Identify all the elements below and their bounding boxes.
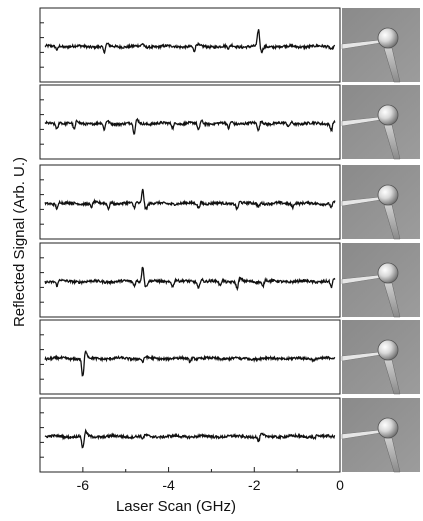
panel-5 — [39, 319, 341, 395]
panel-1 — [39, 7, 341, 83]
signal-trace-4 — [44, 266, 336, 292]
microsphere — [377, 27, 399, 49]
x-tick-label: -4 — [162, 477, 175, 493]
microsphere — [377, 262, 399, 284]
x-tick-label: -6 — [77, 477, 90, 493]
microsphere — [377, 339, 399, 361]
signal-trace-2 — [44, 117, 336, 135]
microsphere — [377, 417, 399, 439]
panel-frame — [39, 319, 341, 395]
plot-panels — [39, 7, 341, 473]
microscope-image-6 — [341, 398, 420, 473]
microscope-image-5 — [341, 320, 420, 395]
panel-4 — [39, 242, 341, 318]
microscope-image-3 — [341, 165, 420, 240]
signal-trace-1 — [44, 29, 336, 55]
signal-trace-5 — [44, 350, 336, 377]
microscope-image-2 — [341, 85, 420, 160]
signal-trace-6 — [44, 428, 336, 449]
microscope-images — [341, 8, 420, 473]
microsphere — [377, 184, 399, 206]
microscope-image-4 — [341, 243, 420, 318]
panel-3 — [39, 164, 341, 240]
panel-2 — [39, 84, 341, 160]
microscope-image-1 — [341, 8, 420, 83]
panel-6 — [39, 397, 341, 473]
x-tick-label: 0 — [336, 477, 344, 493]
panel-frame — [39, 242, 341, 318]
microsphere — [377, 104, 399, 126]
x-axis-label: Laser Scan (GHz) — [116, 498, 236, 515]
y-axis-label: Reflected Signal (Arb. U.) — [11, 157, 28, 327]
signal-trace-3 — [44, 188, 336, 212]
x-axis: -6 -4 -2 0 — [39, 467, 344, 493]
x-tick-label: -2 — [248, 477, 261, 493]
